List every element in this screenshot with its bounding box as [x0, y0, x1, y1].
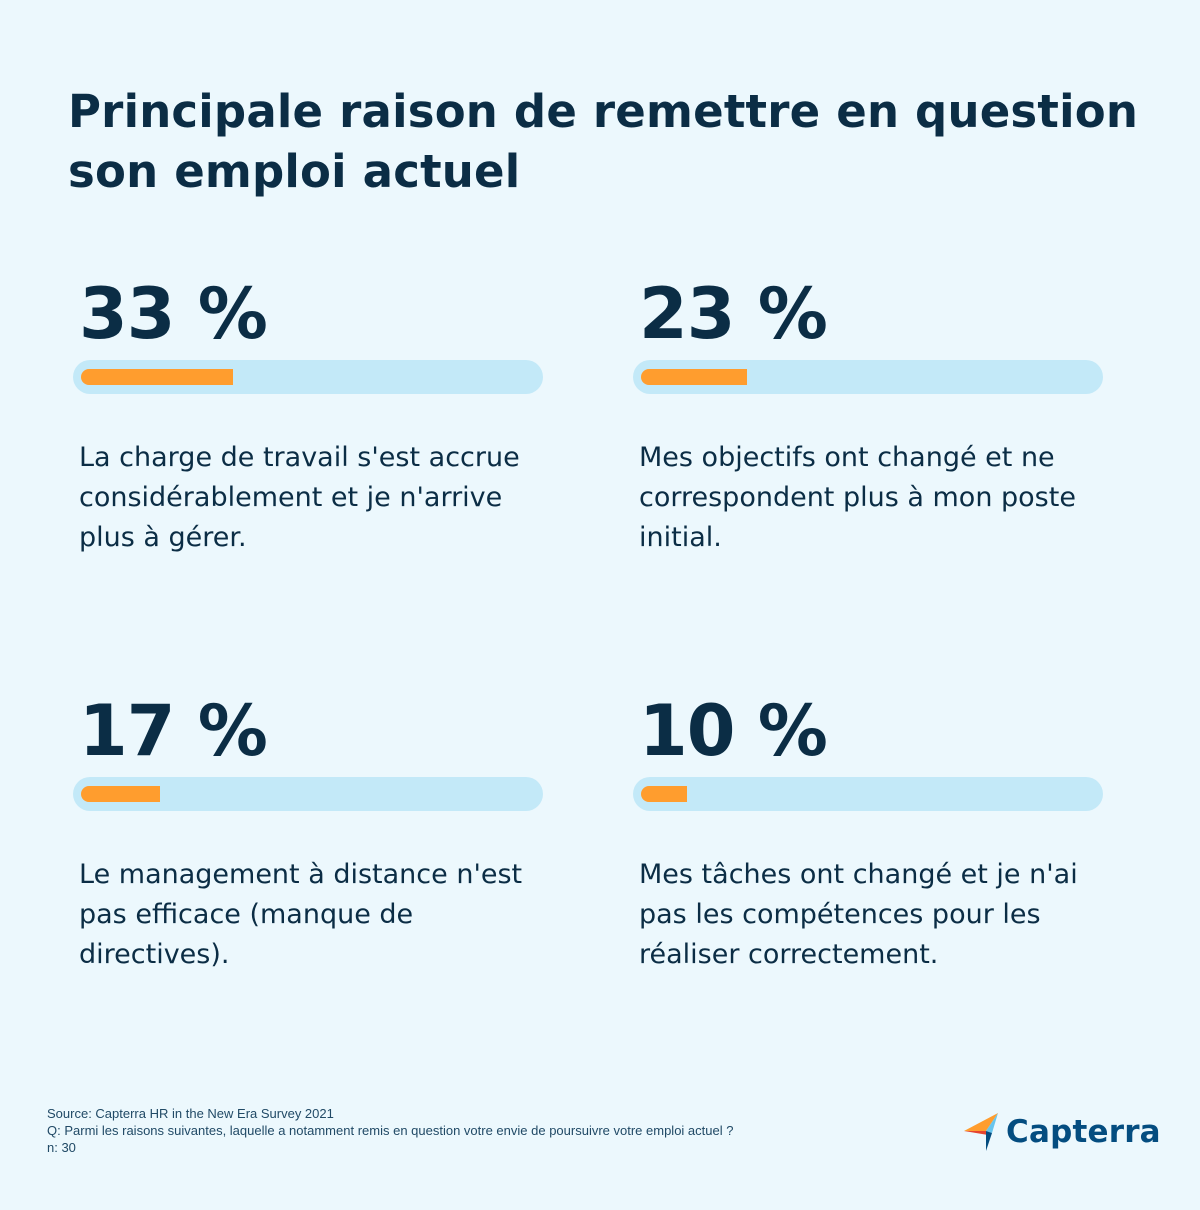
stat-value-4: 10 %: [639, 690, 828, 772]
progress-fill-1: [81, 369, 233, 385]
capterra-logo: Capterra: [962, 1110, 1161, 1154]
chart-title: Principale raison de remettre en questio…: [68, 85, 1139, 198]
progress-fill-3: [81, 786, 160, 802]
stat-description-3: Le management à distance n'est pas effic…: [79, 859, 523, 970]
stat-card-2: 23 % Mes objectifs ont changé et ne corr…: [633, 273, 1103, 553]
stat-card-4: 10 % Mes tâches ont changé et je n'ai pa…: [633, 690, 1103, 970]
stat-description-2: Mes objectifs ont changé et ne correspon…: [639, 442, 1076, 553]
progress-fill-2: [641, 369, 747, 385]
stat-value-1: 33 %: [79, 273, 268, 355]
stat-description-4: Mes tâches ont changé et je n'ai pas les…: [639, 859, 1078, 970]
logo-wordmark: Capterra: [1006, 1114, 1161, 1150]
footer-question: Q: Parmi les raisons suivantes, laquelle…: [47, 1123, 734, 1138]
footer-notes: Source: Capterra HR in the New Era Surve…: [47, 1105, 733, 1156]
footer-source: Source: Capterra HR in the New Era Surve…: [47, 1106, 334, 1121]
progress-track-1: [73, 360, 543, 394]
progress-track-3: [73, 777, 543, 811]
footer-sample-size: n: 30: [47, 1140, 76, 1155]
capterra-arrow-icon: [964, 1113, 998, 1151]
stat-value-2: 23 %: [639, 273, 828, 355]
progress-track-2: [633, 360, 1103, 394]
stat-description-1: La charge de travail s'est accrue consid…: [79, 442, 520, 553]
stat-value-3: 17 %: [79, 690, 268, 772]
stat-card-1: 33 % La charge de travail s'est accrue c…: [73, 273, 543, 553]
stat-card-3: 17 % Le management à distance n'est pas …: [73, 690, 543, 970]
progress-fill-4: [641, 786, 687, 802]
progress-track-4: [633, 777, 1103, 811]
